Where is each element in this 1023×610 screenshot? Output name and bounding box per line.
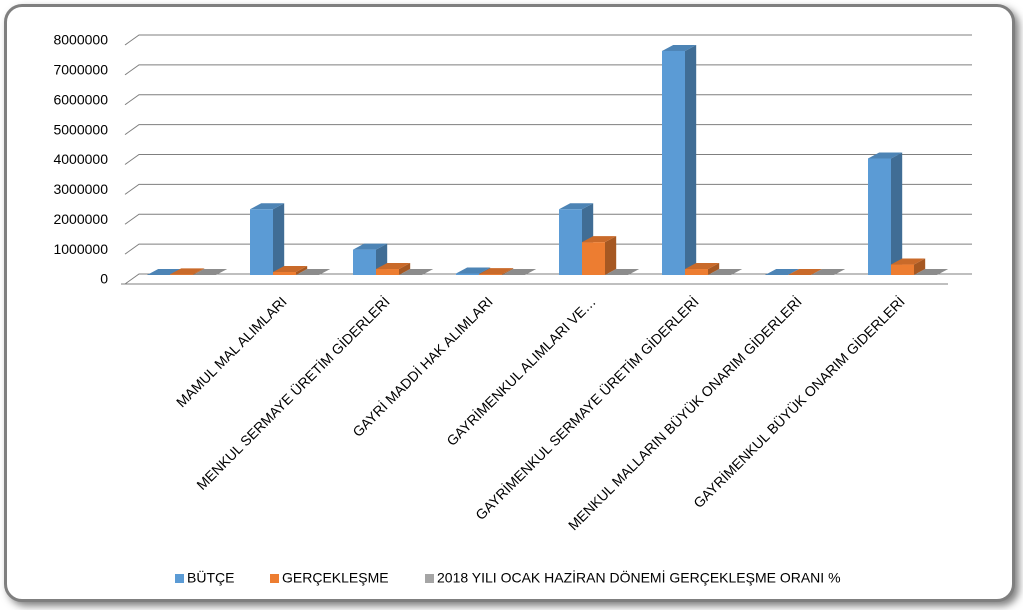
- chart-frame: [4, 4, 1015, 602]
- bar-top: [399, 268, 434, 275]
- bar-top: [296, 268, 331, 275]
- bar: [170, 274, 193, 275]
- legend-swatch: [425, 574, 434, 583]
- bar-side: [296, 266, 308, 275]
- bar-top: [193, 269, 228, 275]
- bar-top: [868, 152, 903, 159]
- grid-line: [124, 34, 972, 46]
- bar: [273, 272, 296, 275]
- grid-line: [124, 183, 972, 195]
- bar: [685, 269, 708, 275]
- bar-top: [605, 268, 640, 275]
- bar-top: [502, 268, 537, 275]
- bar-side: [937, 268, 949, 275]
- y-tick-label: 0: [100, 271, 108, 287]
- bar-top: [582, 236, 617, 243]
- bar: [868, 158, 891, 275]
- y-tick-label: 4000000: [53, 151, 108, 167]
- bar: [891, 264, 914, 275]
- bar: [456, 273, 479, 275]
- bar: [479, 274, 502, 275]
- bar: [353, 249, 376, 275]
- grid-line: [124, 64, 972, 76]
- bar: [662, 50, 685, 275]
- y-tick-label: 7000000: [53, 62, 108, 78]
- y-tick-label: 2000000: [53, 211, 108, 227]
- legend-swatch: [175, 574, 184, 583]
- x-tick-label: GAYRİMENKUL SERMAYE ÜRETİM GİDERLERİ: [472, 293, 702, 523]
- bar-top: [708, 268, 743, 275]
- y-tick-label: 8000000: [53, 32, 108, 48]
- bar-top: [788, 269, 823, 275]
- bar-top: [662, 44, 697, 51]
- y-tick-label: 3000000: [53, 181, 108, 197]
- legend-label: 2018 YILI OCAK HAZİRAN DÖNEMİ GERÇEKLEŞM…: [437, 569, 841, 586]
- bar-top: [479, 268, 514, 275]
- bar-side: [731, 268, 743, 275]
- bar-side: [891, 152, 903, 275]
- bar-side: [914, 258, 926, 275]
- bar-side: [525, 268, 537, 275]
- y-tick-label: 6000000: [53, 91, 108, 107]
- bar-side: [273, 203, 285, 275]
- bar-side: [708, 263, 720, 275]
- bar-top: [273, 266, 308, 273]
- x-tick-label: GAYRİMENKUL BÜYÜK ONARIM GİDERLERİ: [689, 293, 907, 511]
- bar-side: [502, 268, 514, 275]
- grid-line: [124, 273, 972, 285]
- bar-top: [891, 258, 926, 265]
- bar-top: [559, 203, 594, 210]
- y-tick-label: 1000000: [53, 241, 108, 257]
- legend-label: BÜTÇE: [187, 569, 234, 586]
- grid-line: [124, 94, 972, 106]
- bar-side: [628, 268, 640, 275]
- bar-top: [250, 203, 285, 210]
- grid-line: [124, 124, 972, 136]
- bar-top: [456, 267, 491, 274]
- bar-side: [193, 268, 205, 275]
- bar-side: [605, 236, 617, 275]
- legend-swatch: [270, 574, 279, 583]
- bar-side: [399, 263, 411, 275]
- y-tick-label: 5000000: [53, 121, 108, 137]
- bar-top: [811, 269, 846, 275]
- bar-top: [170, 268, 205, 275]
- bar-side: [685, 44, 697, 275]
- bar: [376, 269, 399, 275]
- x-tick-label: MENKUL MALLARIN BÜYÜK ONARIM GİDERLERİ: [564, 293, 804, 533]
- bar: [582, 242, 605, 275]
- bar-top: [765, 269, 800, 275]
- x-tick-label: MENKUL SERMAYE ÜRETİM GİDERLERİ: [193, 293, 393, 493]
- x-tick-label: MAMUL MAL ALIMLARI: [173, 293, 290, 410]
- bar-top: [914, 268, 949, 275]
- bar-top: [376, 263, 411, 270]
- legend-label: GERÇEKLEŞME: [282, 570, 389, 586]
- bar: [250, 209, 273, 275]
- bar-top: [685, 263, 720, 270]
- bar-side: [422, 268, 434, 275]
- bar-top: [353, 243, 388, 250]
- bar-side: [319, 268, 331, 275]
- grid-line: [124, 154, 972, 165]
- bar: [559, 209, 582, 275]
